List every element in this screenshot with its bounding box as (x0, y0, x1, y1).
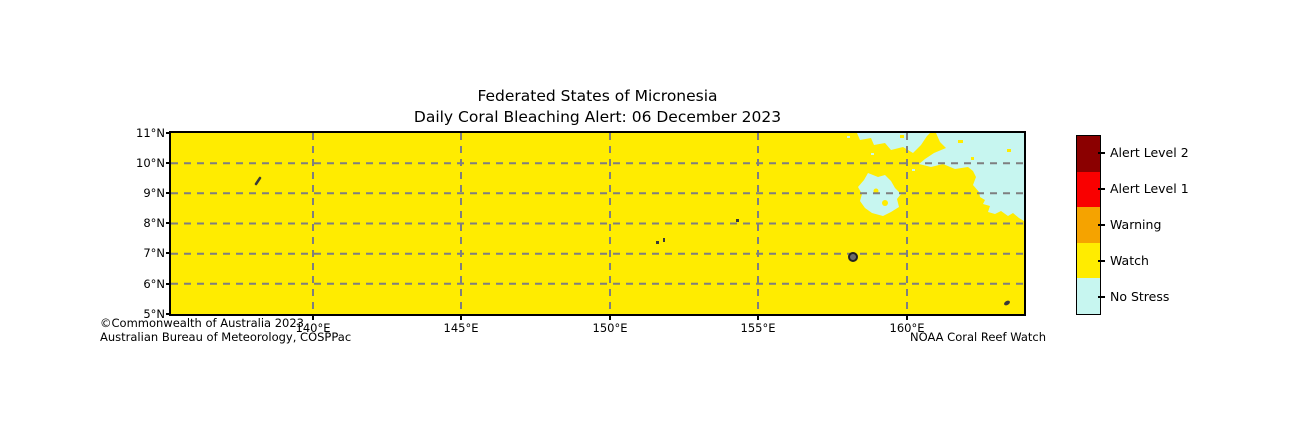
graticule (171, 133, 1024, 314)
map-canvas (171, 133, 1024, 314)
noaa-credit: NOAA Coral Reef Watch (910, 330, 1046, 344)
y-tick-label: 9°N (143, 186, 165, 200)
no-stress-region (857, 133, 1024, 221)
x-tick-label: 155°E (740, 321, 776, 335)
no-stress-patch (858, 173, 901, 216)
island-mark (663, 238, 665, 242)
y-tick-label: 6°N (143, 277, 165, 291)
map-frame (169, 131, 1026, 316)
island-mark (736, 219, 739, 222)
x-axis-tick (757, 316, 759, 320)
y-tick-label: 10°N (136, 156, 165, 170)
legend-swatch-watch (1077, 242, 1100, 279)
attribution-line-1: ©Commonwealth of Australia 2023 (100, 316, 305, 330)
y-tick-label: 5°N (143, 307, 165, 321)
chart-title-region: Federated States of Micronesia (477, 87, 718, 105)
legend-swatch-alert-level-2 (1077, 136, 1100, 172)
legend-tick (1098, 260, 1105, 262)
chart-title-date: Daily Coral Bleaching Alert: 06 December… (413, 108, 782, 126)
y-tick-label: 11°N (136, 126, 165, 140)
legend-tick (1098, 296, 1105, 298)
y-axis-tick (166, 132, 170, 134)
legend-label-watch: Watch (1110, 253, 1149, 268)
watch-specks (873, 135, 1011, 206)
x-tick-label: 160°E (889, 321, 925, 335)
watch-region (171, 133, 1024, 314)
x-tick-label: 145°E (443, 321, 479, 335)
y-axis-tick (166, 313, 170, 315)
legend-label-alert-level-1: Alert Level 1 (1110, 181, 1189, 196)
x-tick-label: 150°E (592, 321, 628, 335)
legend-tick (1098, 152, 1105, 154)
no-stress-specks (847, 136, 915, 171)
island-mark (656, 241, 659, 244)
y-axis-tick (166, 252, 170, 254)
y-tick-label: 7°N (143, 246, 165, 260)
x-axis-tick (906, 316, 908, 320)
island-marks (254, 176, 1010, 306)
y-axis-tick (166, 283, 170, 285)
legend-swatch-no-stress (1077, 278, 1100, 314)
x-axis-tick (609, 316, 611, 320)
x-axis-tick (312, 316, 314, 320)
legend-tick (1098, 188, 1105, 190)
y-axis-tick (166, 222, 170, 224)
x-tick-label: 140°E (295, 321, 331, 335)
legend-swatch-alert-level-1 (1077, 171, 1100, 208)
island-mark (254, 176, 262, 186)
legend-label-alert-level-2: Alert Level 2 (1110, 145, 1189, 160)
island-mark-large (848, 252, 858, 262)
y-axis-tick (166, 192, 170, 194)
island-mark (1004, 300, 1010, 306)
legend-tick (1098, 224, 1105, 226)
y-tick-label: 8°N (143, 216, 165, 230)
x-axis-tick (460, 316, 462, 320)
y-axis-tick (166, 162, 170, 164)
legend-colorbar (1076, 135, 1101, 315)
legend-label-no-stress: No Stress (1110, 289, 1170, 304)
legend-swatch-warning (1077, 207, 1100, 243)
attribution-line-2: Australian Bureau of Meteorology, COSPPa… (100, 330, 352, 344)
legend-label-warning: Warning (1110, 217, 1162, 232)
